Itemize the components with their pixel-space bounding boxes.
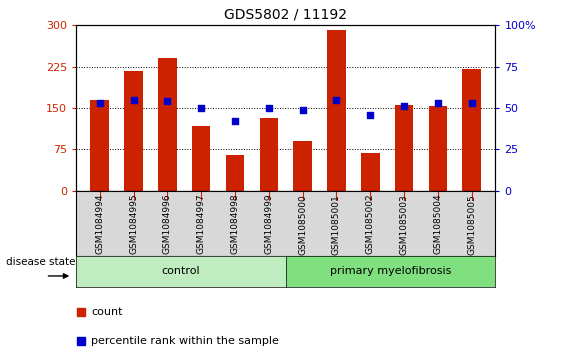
Point bbox=[434, 100, 443, 106]
Point bbox=[129, 97, 138, 103]
Text: GSM1085004: GSM1085004 bbox=[434, 194, 443, 254]
Text: GSM1085000: GSM1085000 bbox=[298, 194, 307, 254]
Bar bbox=[361, 153, 379, 191]
Point bbox=[332, 97, 341, 103]
Bar bbox=[327, 30, 346, 191]
Bar bbox=[428, 106, 447, 191]
Point bbox=[298, 107, 307, 113]
Bar bbox=[124, 70, 143, 191]
Point bbox=[400, 103, 409, 109]
Text: disease state: disease state bbox=[6, 257, 75, 267]
Bar bbox=[260, 118, 278, 191]
Bar bbox=[293, 141, 312, 191]
Bar bbox=[462, 69, 481, 191]
Title: GDS5802 / 11192: GDS5802 / 11192 bbox=[224, 8, 347, 21]
Text: control: control bbox=[162, 266, 200, 276]
Text: GSM1085001: GSM1085001 bbox=[332, 194, 341, 254]
Text: GSM1085002: GSM1085002 bbox=[366, 194, 375, 254]
Bar bbox=[192, 126, 211, 191]
Point bbox=[163, 98, 172, 104]
Text: percentile rank within the sample: percentile rank within the sample bbox=[91, 336, 279, 346]
Bar bbox=[91, 100, 109, 191]
Text: GSM1084994: GSM1084994 bbox=[95, 194, 104, 254]
Bar bbox=[395, 105, 413, 191]
Text: GSM1084999: GSM1084999 bbox=[264, 194, 273, 254]
Text: count: count bbox=[91, 307, 123, 317]
Point bbox=[95, 100, 104, 106]
Point bbox=[366, 112, 375, 118]
Text: GSM1084995: GSM1084995 bbox=[129, 194, 138, 254]
Point bbox=[467, 100, 476, 106]
Point bbox=[264, 105, 273, 111]
Bar bbox=[226, 155, 244, 191]
Text: GSM1084996: GSM1084996 bbox=[163, 194, 172, 254]
Text: primary myelofibrosis: primary myelofibrosis bbox=[330, 266, 452, 276]
Text: GSM1084998: GSM1084998 bbox=[230, 194, 239, 254]
Text: GSM1085005: GSM1085005 bbox=[467, 194, 476, 254]
Point bbox=[196, 105, 205, 111]
Text: GSM1085003: GSM1085003 bbox=[400, 194, 409, 254]
Bar bbox=[158, 58, 177, 191]
Point bbox=[230, 118, 239, 124]
Text: GSM1084997: GSM1084997 bbox=[196, 194, 205, 254]
